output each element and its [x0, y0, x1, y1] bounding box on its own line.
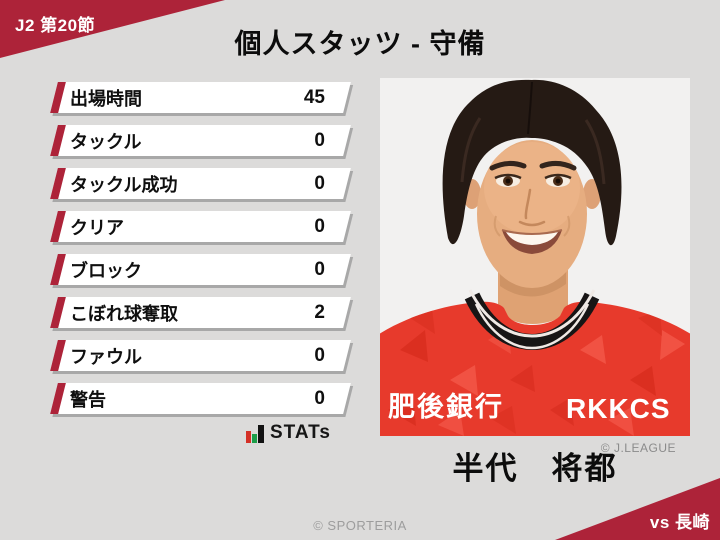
stat-label: ブロック	[70, 260, 142, 281]
stat-label: 出場時間	[70, 88, 142, 109]
stat-value: 2	[314, 301, 325, 323]
stat-value: 0	[314, 387, 325, 409]
player-name: 半代 将都	[452, 451, 618, 486]
stat-value: 0	[314, 129, 325, 151]
stat-row: こぼれ球奪取 2	[50, 297, 351, 328]
stat-value: 0	[314, 344, 325, 366]
player-jersey: 肥後銀行 RKKCS	[380, 289, 690, 436]
bar-chart-icon	[246, 425, 264, 443]
page-title: 個人スタッツ - 守備	[234, 29, 486, 59]
jersey-sponsor-right: RKKCS	[566, 393, 671, 424]
player-ears	[463, 179, 601, 209]
stat-value: 0	[314, 172, 325, 194]
stat-label: クリア	[70, 217, 124, 238]
stat-row: 出場時間 45	[50, 82, 351, 113]
stat-label: 警告	[70, 389, 106, 410]
opponent-label: vs 長崎	[649, 513, 710, 532]
jersey-collar	[464, 289, 600, 351]
stat-row: タックル成功 0	[50, 168, 351, 199]
round-badge-label: J2 第20節	[15, 16, 96, 35]
stat-label: タックル成功	[70, 174, 178, 195]
stat-row: 警告 0	[50, 383, 351, 414]
stats-logo: STATs	[246, 423, 331, 443]
stat-row: クリア 0	[50, 211, 351, 242]
bar-chart-icon-black-bar	[258, 425, 264, 443]
stat-row: ファウル 0	[50, 340, 351, 371]
player-mouth	[501, 229, 563, 254]
stat-value: 0	[314, 215, 325, 237]
jersey-sponsor-left: 肥後銀行	[388, 391, 504, 422]
bar-chart-icon-green-bar	[252, 434, 257, 443]
bar-chart-icon-red-bar	[246, 431, 251, 443]
stat-label: タックル	[70, 131, 142, 152]
stat-row: ブロック 0	[50, 254, 351, 285]
stat-row: タックル 0	[50, 125, 351, 156]
player-eyes	[494, 173, 572, 187]
stats-list: 出場時間 45 タックル 0 タックル成功 0 クリア 0 ブロック 0	[50, 82, 351, 426]
stat-label: ファウル	[70, 346, 142, 367]
stat-value: 45	[303, 86, 325, 108]
site-watermark: © SPORTERIA	[313, 518, 407, 533]
player-eyebrows	[489, 160, 527, 171]
player-photo-illustration: 肥後銀行 RKKCS	[380, 78, 690, 436]
player-photo: 肥後銀行 RKKCS	[380, 78, 690, 436]
stat-value: 0	[314, 258, 325, 280]
player-hair	[442, 79, 622, 246]
jersey-pattern	[388, 308, 685, 436]
player-face	[477, 140, 587, 288]
stats-logo-label: STATs	[270, 422, 331, 443]
photo-credit: © J.LEAGUE	[600, 441, 676, 455]
player-nose	[518, 188, 546, 227]
stat-label: こぼれ球奪取	[70, 303, 178, 324]
